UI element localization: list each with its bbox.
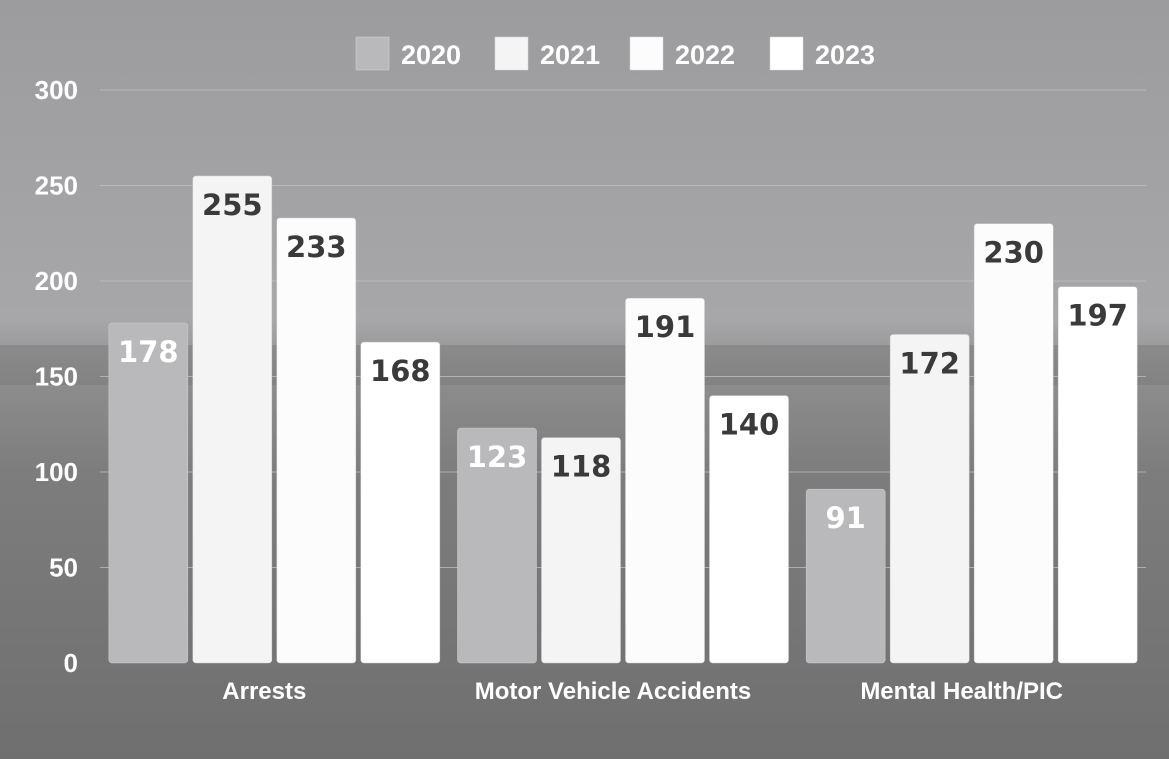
legend-swatch-2020 <box>355 36 390 71</box>
bar-2023-mental-health-pic <box>1057 286 1138 664</box>
legend: 2020 2021 2022 2023 <box>355 36 875 71</box>
y-tick-label: 250 <box>35 171 78 201</box>
bar-2021-mental-health-pic <box>889 334 970 664</box>
bar-2020-motor-vehicle-accidents <box>457 427 537 664</box>
value-label: 230 <box>983 236 1044 270</box>
y-tick-label: 150 <box>35 362 78 392</box>
value-label: 178 <box>118 335 179 369</box>
bar-2021-motor-vehicle-accidents <box>541 437 621 664</box>
value-label: 197 <box>1067 299 1128 333</box>
legend-label: 2020 <box>401 40 461 70</box>
value-labels: 178 255 233 168 123 118 191 140 91 172 230 197 <box>118 188 1128 535</box>
value-label: 172 <box>899 346 960 380</box>
y-axis-ticks: 0 50 100 150 200 250 300 <box>35 75 78 678</box>
value-label: 233 <box>286 230 347 264</box>
y-tick-label: 200 <box>35 266 78 296</box>
bar-2022-arrests <box>276 217 357 664</box>
bar-2021-arrests <box>192 175 273 664</box>
value-label: 123 <box>467 440 528 474</box>
gridlines <box>100 89 1146 568</box>
bar-2020-arrests <box>108 322 189 664</box>
category-label: Motor Vehicle Accidents <box>475 678 752 705</box>
value-label: 168 <box>370 354 431 388</box>
category-label: Mental Health/PIC <box>860 678 1063 705</box>
legend-swatch-2022 <box>629 36 664 71</box>
y-tick-label: 0 <box>64 648 78 678</box>
legend-swatch-2023 <box>769 36 804 71</box>
value-label: 140 <box>719 408 780 442</box>
value-label: 118 <box>551 450 612 484</box>
bar-2023-motor-vehicle-accidents <box>709 395 789 664</box>
legend-swatch-2021 <box>494 36 529 71</box>
value-label: 191 <box>635 310 696 344</box>
bar-2023-arrests <box>360 341 441 664</box>
bar-2022-mental-health-pic <box>973 223 1054 664</box>
bars <box>108 175 1138 664</box>
y-tick-label: 50 <box>49 553 78 583</box>
x-axis-categories: Arrests Motor Vehicle Accidents Mental Hea… <box>222 678 1063 705</box>
legend-label: 2021 <box>540 40 600 70</box>
legend-label: 2022 <box>675 40 735 70</box>
y-tick-label: 300 <box>35 75 78 105</box>
value-label: 255 <box>202 188 263 222</box>
legend-label: 2023 <box>815 40 875 70</box>
y-tick-label: 100 <box>35 457 78 487</box>
value-label: 91 <box>825 501 865 535</box>
bar-2022-motor-vehicle-accidents <box>625 297 705 664</box>
category-label: Arrests <box>222 678 306 705</box>
bar-2020-mental-health-pic <box>805 488 886 664</box>
